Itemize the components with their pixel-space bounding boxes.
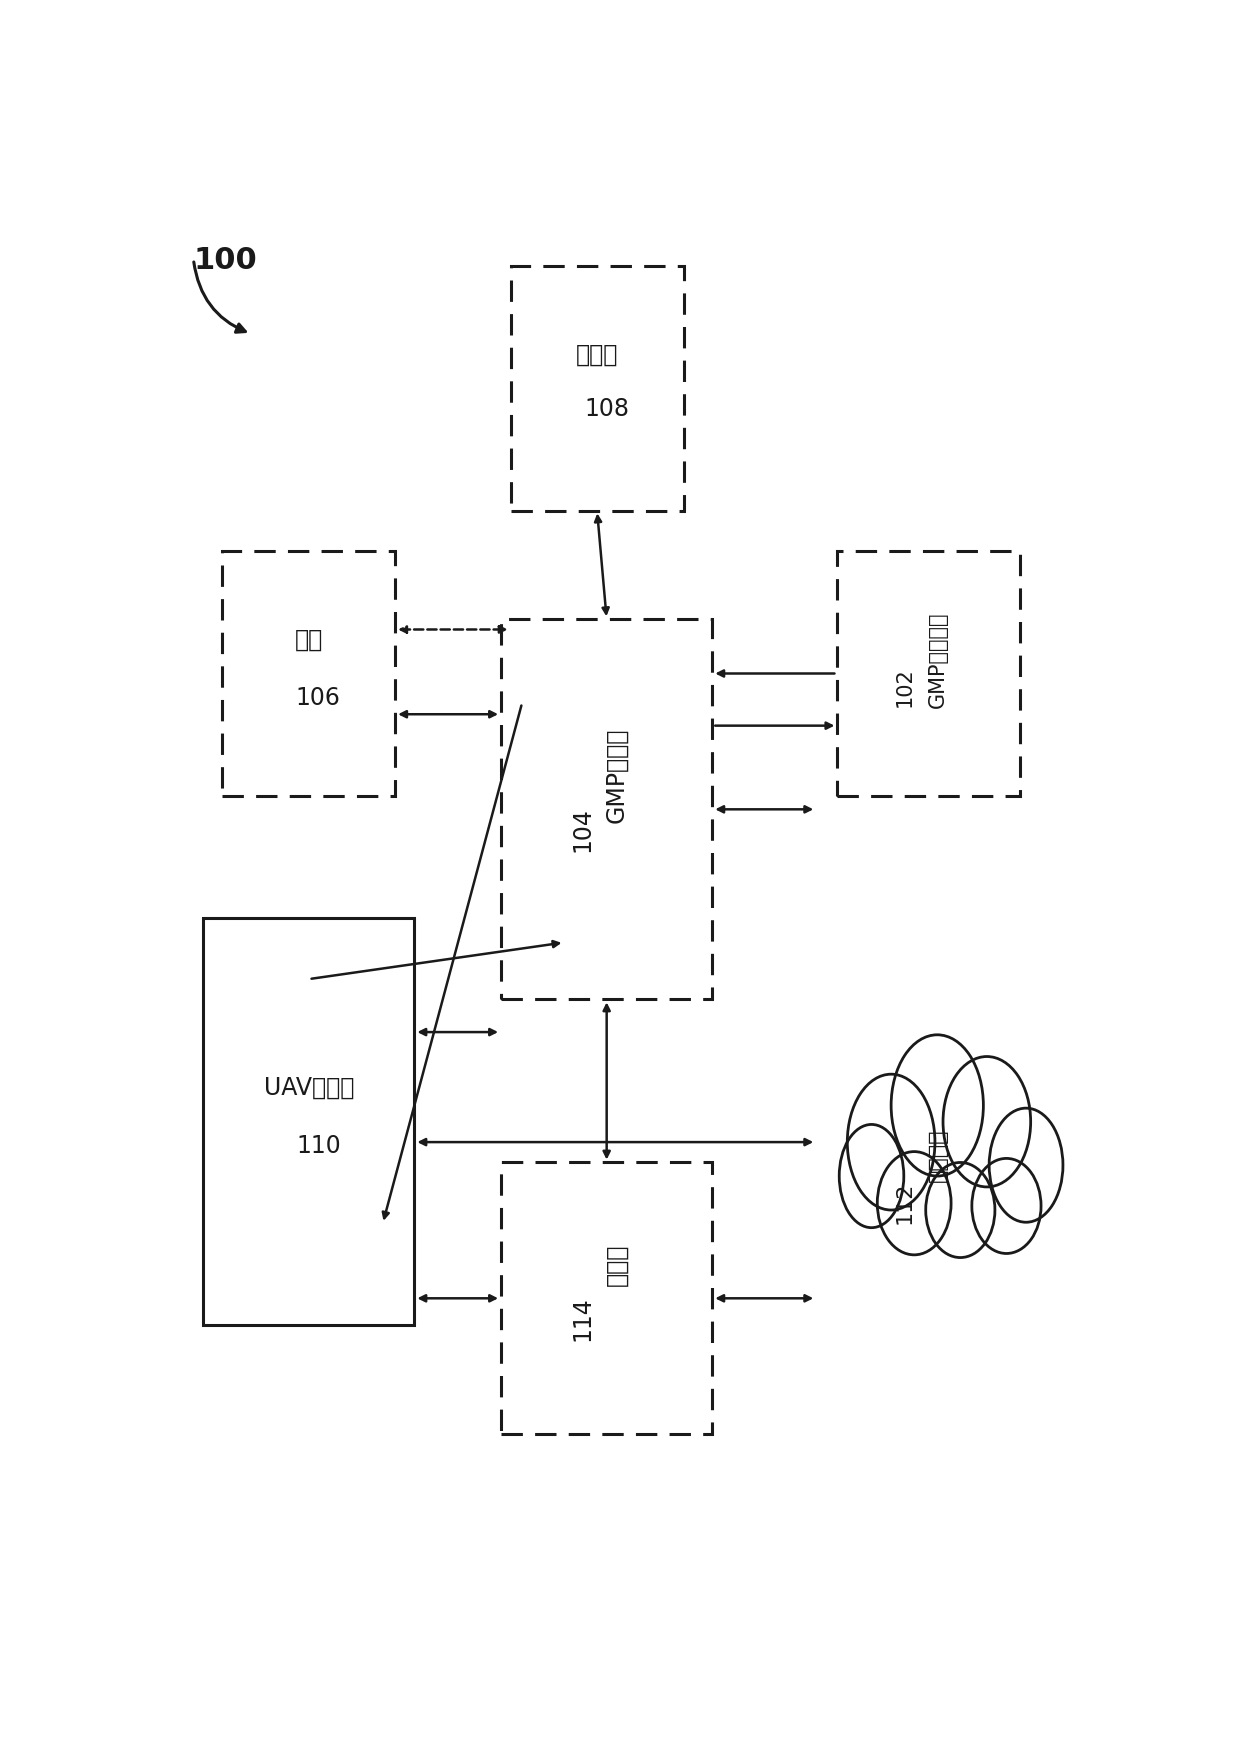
Ellipse shape (839, 1124, 904, 1228)
Text: 110: 110 (296, 1134, 341, 1159)
Text: UAV电子板: UAV电子板 (264, 1076, 353, 1099)
Ellipse shape (892, 1035, 983, 1177)
Text: 电源: 电源 (295, 628, 322, 651)
Text: 远程链路: 远程链路 (929, 1129, 949, 1182)
Bar (501, 619, 712, 1000)
Bar (203, 917, 414, 1325)
Text: 112: 112 (894, 1182, 915, 1224)
Text: 传感器: 传感器 (604, 1244, 629, 1286)
Ellipse shape (972, 1159, 1042, 1254)
Ellipse shape (942, 1057, 1030, 1187)
Bar (222, 550, 396, 796)
Ellipse shape (990, 1108, 1063, 1222)
Text: GMP推进装置: GMP推进装置 (929, 612, 949, 707)
Bar (837, 550, 1019, 796)
Ellipse shape (877, 1152, 951, 1254)
Ellipse shape (847, 1074, 935, 1210)
Ellipse shape (926, 1162, 994, 1258)
Text: 102: 102 (894, 667, 915, 707)
Text: 104: 104 (570, 808, 595, 852)
Bar (511, 266, 683, 510)
Ellipse shape (844, 1115, 1042, 1265)
Text: 充电器: 充电器 (575, 342, 619, 367)
Text: 106: 106 (296, 686, 341, 709)
Text: 114: 114 (570, 1297, 595, 1341)
Bar (501, 1162, 712, 1434)
Text: GMP控制器: GMP控制器 (604, 729, 629, 824)
Text: 100: 100 (193, 245, 257, 275)
Text: 108: 108 (584, 397, 629, 420)
